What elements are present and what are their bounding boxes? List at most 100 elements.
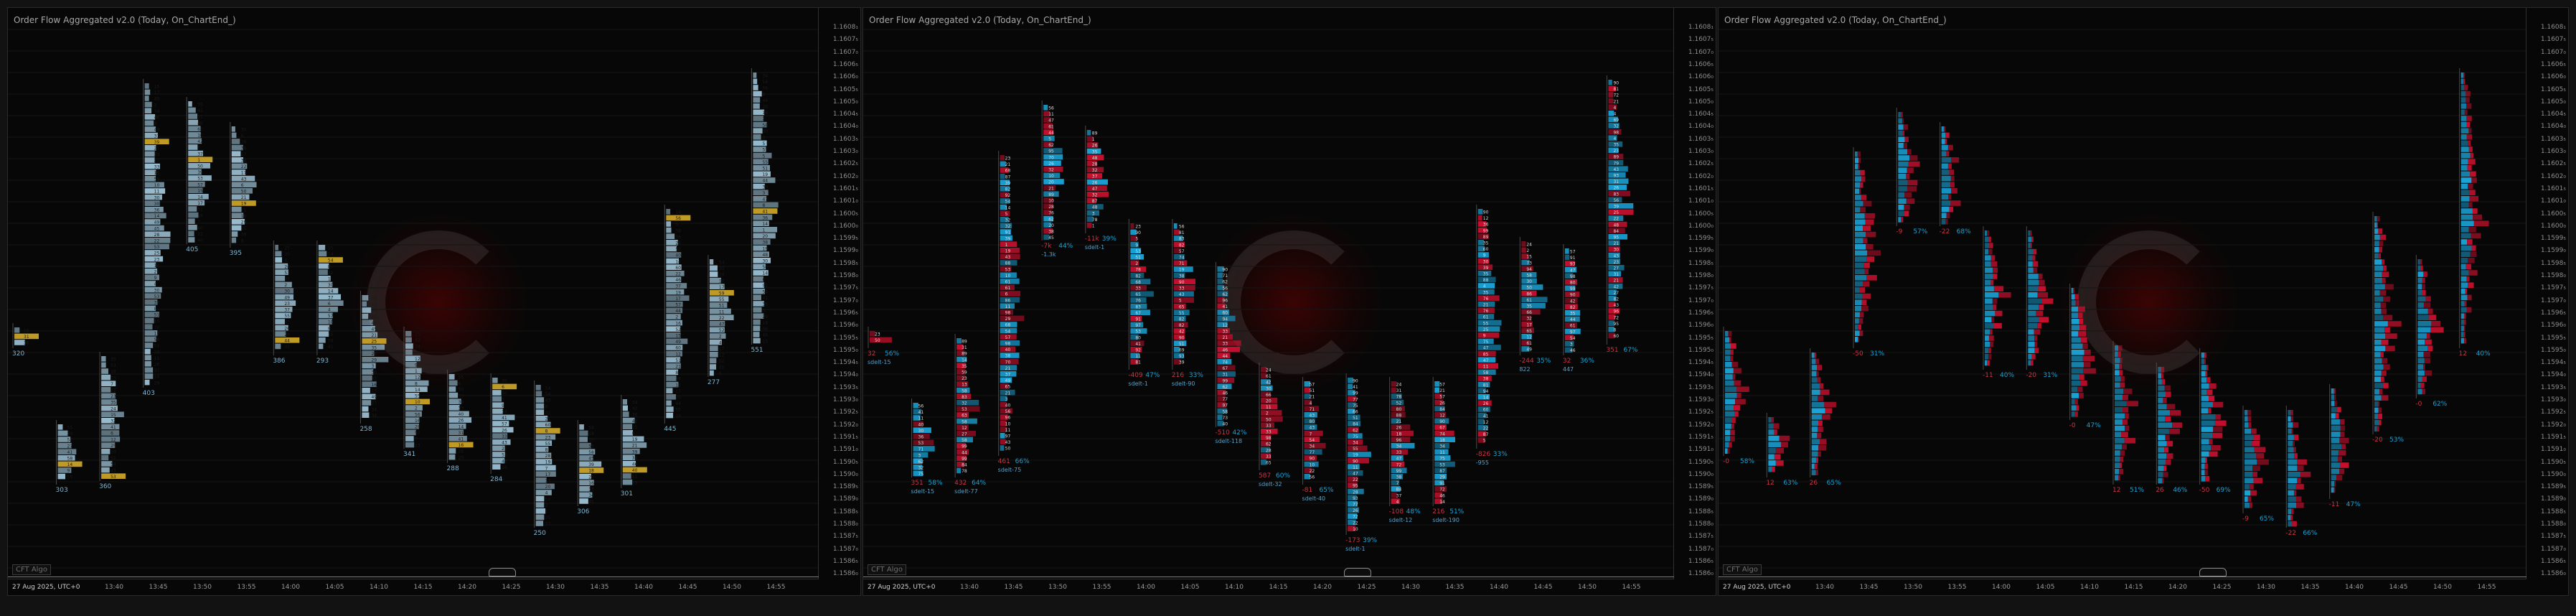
delta-level-text: 80 xyxy=(1396,407,1402,412)
volume-level-text: 53 xyxy=(154,245,160,250)
ask-level xyxy=(2212,401,2224,408)
price-tick-label: 1.1598₅ xyxy=(2540,259,2566,267)
footprint-chart[interactable]: 1531363205529522741581495530335531815722… xyxy=(8,8,819,581)
time-tick-label: 14:35 xyxy=(590,584,609,591)
delta-level-text: 27 xyxy=(1613,291,1619,296)
sell-delta-level xyxy=(1304,443,1326,449)
delta-level-text: 77 xyxy=(1353,397,1358,402)
volume-level-text: 34 xyxy=(588,493,594,498)
bid-level xyxy=(2028,310,2036,317)
time-scroll-handle[interactable] xyxy=(489,568,516,577)
bid-level xyxy=(2374,419,2379,426)
volume-level xyxy=(666,233,675,239)
time-tick-label: 14:50 xyxy=(723,584,741,591)
ask-level xyxy=(1863,200,1872,207)
delta-level-text: 82 xyxy=(1570,305,1576,310)
time-axis[interactable]: 27 Aug 2025, UTC+0 13:40 13:45 13:50 13:55 1… xyxy=(8,579,819,595)
buy-delta-level xyxy=(1000,272,1017,278)
price-tick-label: 1.1595₅ xyxy=(2540,334,2566,342)
sell-delta-level xyxy=(1217,365,1236,371)
volume-level xyxy=(144,238,171,243)
volume-level-text: 40 xyxy=(197,238,203,243)
volume-level xyxy=(753,332,760,337)
delta-level-text: 46 xyxy=(1439,493,1445,498)
chart-panel-volume[interactable]: 15 31 36 320 55 29 52 27 41 58 14 9 55 303 35 53 18 15 7 22… xyxy=(7,7,861,596)
bid-level xyxy=(1725,417,1731,423)
buy-delta-level xyxy=(1391,486,1401,492)
bid-level xyxy=(2331,437,2340,444)
bid-level xyxy=(2417,277,2422,284)
buy-delta-level xyxy=(1000,173,1005,179)
price-axis[interactable]: 1.1608₁ 1.1607₅ 1.1607₀ 1.1606₅ 1.1606₀ 1.160… xyxy=(818,8,860,581)
volume-level xyxy=(535,490,552,495)
ask-level xyxy=(1858,337,1859,342)
volume-level-text: 41 xyxy=(762,210,768,215)
volume-level xyxy=(144,176,156,182)
bid-level xyxy=(2460,214,2473,220)
cft-algo-badge[interactable]: CFT Algo xyxy=(868,564,906,575)
price-tick-label: 1.1588₅ xyxy=(1688,508,1714,515)
buy-delta-level xyxy=(1000,365,1017,370)
ask-level xyxy=(1992,298,1998,304)
ask-level xyxy=(1945,132,1950,139)
volume-level-text: 4 xyxy=(154,282,157,287)
volume-level-text: 8 xyxy=(762,203,765,208)
bid-level xyxy=(2417,388,2422,395)
delta-level-text: 60 xyxy=(1483,247,1489,252)
time-axis[interactable]: 27 Aug 2025, UTC+0 13:40 13:45 13:50 13:55 1… xyxy=(863,579,1674,595)
buy-delta-level xyxy=(1521,297,1548,302)
cft-algo-badge[interactable]: CFT Algo xyxy=(1723,564,1762,575)
volume-level xyxy=(753,227,778,233)
volume-level-text: 3 xyxy=(502,397,504,402)
ask-level xyxy=(1734,405,1740,411)
bid-level xyxy=(2158,422,2173,428)
volume-level-text: 27 xyxy=(67,444,73,449)
delta-level-text: 11 xyxy=(1005,304,1011,309)
volume-level xyxy=(753,239,771,245)
bid-level xyxy=(1941,132,1946,139)
price-axis[interactable]: 1.1608₁ 1.1607₅ 1.1607₀ 1.1606₅ 1.1606₀ 1.160… xyxy=(1673,8,1716,581)
volume-level xyxy=(188,225,197,230)
delta-level-text: 10 xyxy=(1310,462,1315,467)
time-scroll-handle[interactable] xyxy=(1344,568,1371,577)
ask-level xyxy=(2336,406,2341,413)
cft-algo-badge[interactable]: CFT Algo xyxy=(12,564,51,575)
delta-level-text: 32 xyxy=(1005,218,1011,223)
bid-level xyxy=(2201,365,2206,370)
time-axis[interactable]: 27 Aug 2025, UTC+0 13:40 13:45 13:50 13:55 1… xyxy=(1719,579,2526,595)
ask-level xyxy=(1729,337,1731,343)
price-axis[interactable]: 1.1608₁ 1.1607₅ 1.1607₀ 1.1606₅ 1.1606₀ 1.160… xyxy=(2526,8,2568,581)
volume-level xyxy=(318,263,329,269)
footprint-bar: -0 58% xyxy=(1723,327,1754,465)
footprint-bar: -22 68% xyxy=(1940,122,1971,235)
bar-percent-label: 46% xyxy=(2173,487,2187,494)
bid-level xyxy=(2115,425,2125,431)
bar-percent-label: 65% xyxy=(1827,480,1841,487)
ask-level xyxy=(2466,307,2472,313)
price-tick-label: 1.1594₅ xyxy=(2540,359,2566,367)
buy-delta-level xyxy=(1391,399,1404,406)
bid-level xyxy=(2331,462,2340,468)
delta-level-text: 93 xyxy=(1353,496,1358,501)
buy-delta-level xyxy=(1130,297,1147,303)
volume-level-text: 9 xyxy=(502,403,504,409)
footprint-chart[interactable]: -0 58%12 63% 26 65%-50 31%-9 57% -22 68%-11 40% -2… xyxy=(1719,8,2526,581)
volume-level xyxy=(144,83,149,89)
buy-delta-level xyxy=(1304,393,1311,399)
ask-level xyxy=(2463,332,2465,337)
footprint-bar: -11 47% xyxy=(2329,384,2361,508)
bid-level xyxy=(2331,456,2338,462)
ask-level xyxy=(2468,270,2478,276)
buy-delta-level xyxy=(1477,302,1495,307)
time-scroll-handle[interactable] xyxy=(2199,568,2227,577)
chart-panel-split[interactable]: -0 58% 12 63% 26 65% -50 31% -9 57% -22 68% -11 40% -2… xyxy=(1718,7,2569,596)
buy-delta-level xyxy=(1261,459,1267,465)
bid-level xyxy=(1725,411,1735,417)
sell-delta-level xyxy=(1043,167,1063,172)
delta-level-text: 2 xyxy=(1526,248,1529,253)
ask-level xyxy=(1989,243,1993,248)
bid-level xyxy=(2288,515,2291,521)
chart-panel-delta[interactable]: 23 50 32 56% sdelt-15 56 41 11 40 30 36 53 71 3 62 32 75… xyxy=(862,7,1716,596)
delta-level-text: 61 xyxy=(1483,315,1489,320)
